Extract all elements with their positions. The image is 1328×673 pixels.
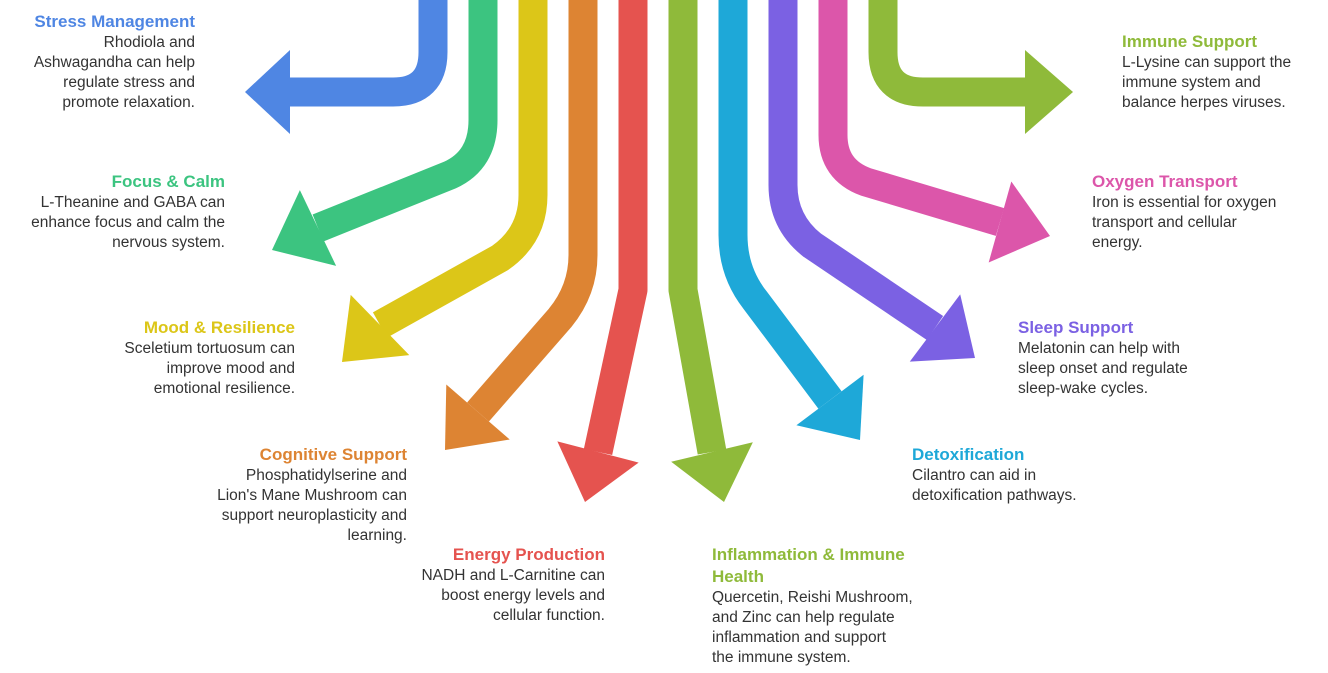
callout: Stress Management Rhodiola and Ashwagandha… [10, 11, 195, 113]
callout-text: and Zinc can help regulate [712, 609, 895, 626]
callout: Energy Production NADH and L-Carnitine ca… [375, 544, 605, 626]
arrow-shaft [818, 0, 1005, 236]
callout-text: L-Lysine can support the [1122, 54, 1292, 71]
callout-text: balance herpes viruses. [1122, 94, 1286, 111]
arrow-head [245, 50, 290, 134]
callout-text: NADH and L-Carnitine can [421, 567, 605, 584]
arrow-head [988, 181, 1050, 263]
arrow-head [342, 294, 410, 362]
callout-title: Cognitive Support [259, 445, 407, 464]
callout-title: Energy Production [452, 545, 605, 564]
callout-text: transport and cellular [1092, 214, 1237, 231]
callout-text: cellular function. [492, 607, 605, 624]
callout-title: Focus & Calm [111, 172, 225, 191]
callout-text: Phosphatidylserine and [245, 467, 407, 484]
callout-text: Cilantro can aid in [912, 467, 1037, 484]
arrow-shaft [668, 0, 727, 455]
callout-text: Rhodiola and [103, 34, 195, 51]
callout-title: Stress Management [34, 12, 195, 31]
callout-text: Melatonin can help with [1018, 340, 1180, 357]
callout-text: energy. [1092, 234, 1143, 251]
callout-text: detoxification pathways. [912, 487, 1077, 504]
callout-title: Inflammation & Immune Health [712, 545, 905, 586]
callout-title: Immune Support [1122, 32, 1258, 51]
callout-text: Iron is essential for oxygen [1092, 194, 1277, 211]
arrow-head [909, 294, 975, 362]
arrow-head [1025, 50, 1073, 134]
callout-title: Oxygen Transport [1092, 172, 1238, 191]
arrow-head [557, 441, 639, 502]
callout-text: inflammation and support [712, 629, 887, 646]
callout-text: promote relaxation. [62, 94, 195, 111]
callout: Sleep Support Melatonin can help with slee… [1018, 317, 1218, 399]
callout-text: Sceletium tortuosum can [124, 340, 295, 357]
arrow-shaft [290, 0, 448, 107]
callout-text: Ashwagandha can help [33, 54, 195, 71]
arrow-shaft [372, 0, 548, 338]
callout-title: Sleep Support [1018, 318, 1134, 337]
arrow-shaft [467, 0, 598, 422]
callout-text: learning. [347, 527, 407, 544]
callout: Oxygen Transport Iron is essential for ox… [1092, 171, 1322, 253]
callout-text: enhance focus and calm the [31, 214, 225, 231]
callout-text: improve mood and [166, 360, 295, 377]
callout-text: sleep-wake cycles. [1018, 380, 1149, 397]
arrow-shaft [768, 0, 944, 341]
callout-text: L-Theanine and GABA can [40, 194, 225, 211]
callout-text: support neuroplasticity and [221, 507, 407, 524]
callout-text: Quercetin, Reishi Mushroom, [712, 589, 913, 606]
callout: Immune Support L-Lysine can support the im… [1122, 31, 1322, 113]
callout: Focus & Calm L-Theanine and GABA can enhan… [0, 171, 225, 253]
arrow-shaft [718, 0, 842, 409]
arrow-shaft [312, 0, 498, 242]
callout-title: Mood & Resilience [143, 318, 295, 337]
arrow-head [796, 374, 864, 440]
arrow-head [272, 190, 337, 266]
callout-text: the immune system. [712, 649, 851, 666]
callout-text: sleep onset and regulate [1018, 360, 1188, 377]
arrow-shaft [868, 0, 1025, 107]
callout-text: Lion's Mane Mushroom can [217, 487, 407, 504]
callout: Detoxification Cilantro can aid in detoxif… [912, 444, 1112, 506]
arrow-head [671, 442, 753, 502]
callout: Mood & Resilience Sceletium tortuosum can… [95, 317, 295, 399]
callout-text: boost energy levels and [441, 587, 605, 604]
callout-text: emotional resilience. [153, 380, 295, 397]
callout-title: Detoxification [912, 445, 1025, 464]
callout-text: regulate stress and [63, 74, 195, 91]
callout: Cognitive Support Phosphatidylserine and L… [177, 444, 407, 546]
arrow-head [445, 384, 510, 450]
callout-text: immune system and [1122, 74, 1261, 91]
callout-text: nervous system. [112, 234, 225, 251]
arrow-shaft [583, 0, 648, 456]
callout: Inflammation & Immune Health Quercetin, R… [712, 544, 944, 668]
